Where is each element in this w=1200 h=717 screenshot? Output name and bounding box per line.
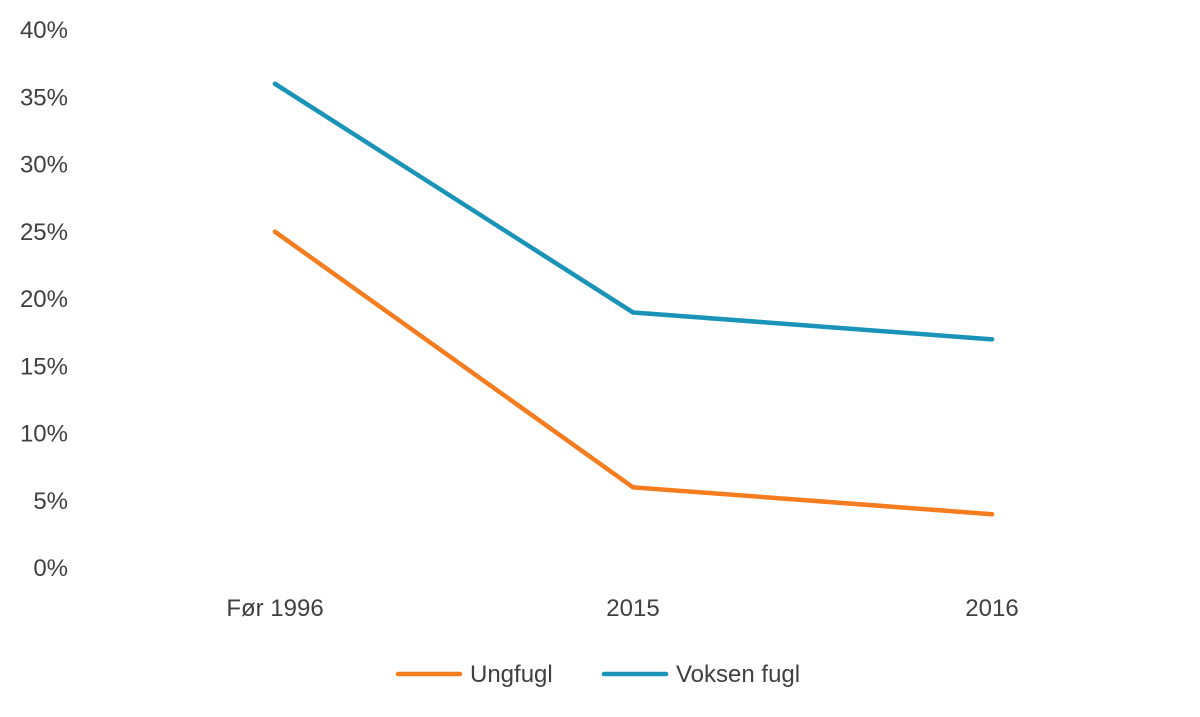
y-tick-label: 15%: [20, 353, 68, 380]
data-point: [272, 229, 278, 234]
data-point: [272, 81, 278, 87]
legend-label: Ungfugl: [470, 661, 553, 688]
legend: Ungfugl Voksen fugl: [395, 661, 800, 688]
data-point: [989, 512, 995, 517]
series-line-ungfugl: [272, 229, 995, 517]
legend-label: Voksen fugl: [676, 661, 800, 688]
y-tick-label: 5%: [33, 488, 68, 515]
y-tick-label: 25%: [20, 219, 68, 246]
y-tick-label: 40%: [20, 17, 68, 44]
y-tick-label: 20%: [20, 286, 68, 313]
y-tick-label: 30%: [20, 152, 68, 179]
x-axis-tick-labels: Før 1996 2015 2016: [226, 595, 1018, 622]
x-tick-label: 2016: [965, 595, 1018, 622]
data-point: [989, 337, 995, 342]
x-tick-label: 2015: [606, 595, 659, 622]
data-point: [630, 310, 636, 315]
series-line-voksen-fugl: [272, 81, 995, 342]
data-point: [630, 485, 636, 490]
y-tick-label: 10%: [20, 421, 68, 448]
y-axis-tick-labels: 0% 5% 10% 15% 20% 25% 30% 35% 40%: [20, 17, 68, 582]
y-tick-label: 0%: [33, 555, 68, 582]
x-tick-label: Før 1996: [226, 595, 323, 622]
series-lines: [272, 81, 995, 517]
y-tick-label: 35%: [20, 84, 68, 111]
